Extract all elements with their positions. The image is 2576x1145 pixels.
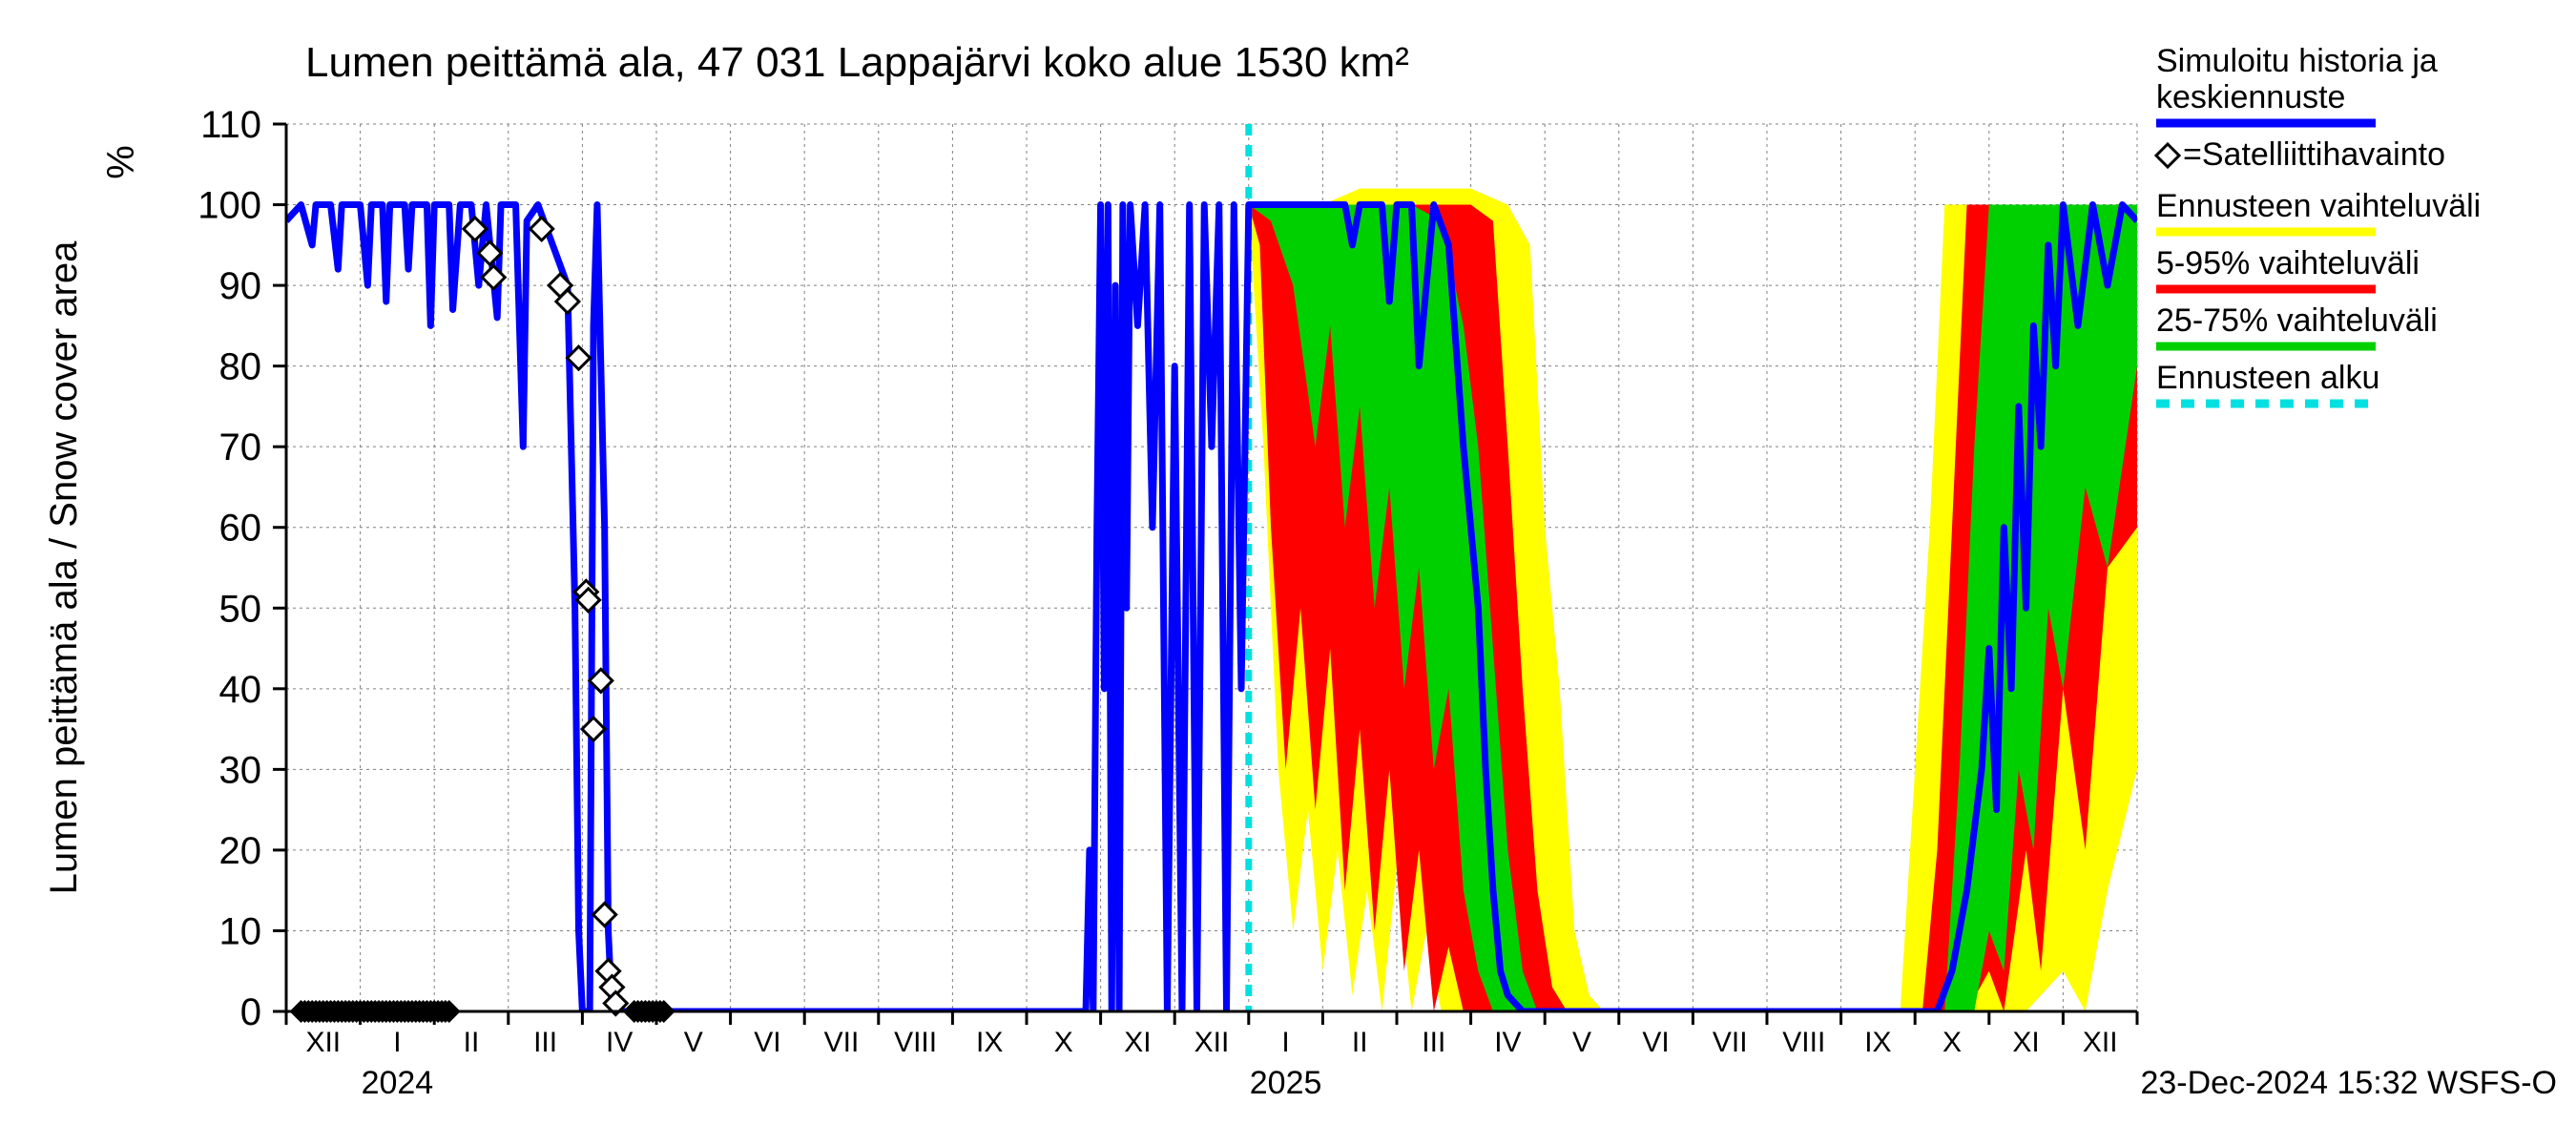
xtick-label: V xyxy=(684,1027,703,1058)
ytick-label: 100 xyxy=(197,185,261,227)
xtick-label: V xyxy=(1572,1027,1591,1058)
legend-label: Ennusteen vaihteluväli xyxy=(2156,188,2481,224)
chart-title: Lumen peittämä ala, 47 031 Lappajärvi ko… xyxy=(305,39,1409,86)
ytick-label: 20 xyxy=(219,830,262,872)
timestamp: 23-Dec-2024 15:32 WSFS-O xyxy=(2140,1065,2557,1101)
xtick-label: I xyxy=(1281,1027,1289,1058)
chart-svg: 0102030405060708090100110XIIIIIIIIIVVVIV… xyxy=(0,0,2576,1145)
xtick-label: XII xyxy=(1195,1027,1230,1058)
xtick-label: VIII xyxy=(1782,1027,1825,1058)
xtick-label: X xyxy=(1942,1027,1962,1058)
ytick-label: 60 xyxy=(219,508,262,550)
legend-label: 25-75% vaihteluväli xyxy=(2156,302,2438,339)
y-axis-unit: % xyxy=(100,145,142,179)
xtick-label: IV xyxy=(606,1027,633,1058)
xtick-label: IX xyxy=(976,1027,1003,1058)
legend-label: keskiennuste xyxy=(2156,79,2345,115)
ytick-label: 30 xyxy=(219,749,262,791)
xtick-label: IX xyxy=(1864,1027,1891,1058)
xtick-label: II xyxy=(464,1027,480,1058)
xtick-label: XII xyxy=(2083,1027,2118,1058)
xtick-label: XI xyxy=(2012,1027,2039,1058)
xtick-label: XI xyxy=(1124,1027,1151,1058)
ytick-label: 0 xyxy=(240,991,261,1033)
xtick-label: VI xyxy=(1642,1027,1669,1058)
legend-label: =Satelliittihavainto xyxy=(2183,136,2445,173)
ytick-label: 80 xyxy=(219,346,262,388)
xtick-label: VII xyxy=(1713,1027,1748,1058)
xtick-label: VII xyxy=(824,1027,860,1058)
xtick-label: III xyxy=(1422,1027,1445,1058)
ytick-label: 40 xyxy=(219,669,262,711)
xtick-label: VIII xyxy=(894,1027,937,1058)
chart-container: 0102030405060708090100110XIIIIIIIIIVVVIV… xyxy=(0,0,2576,1145)
legend-label: Ennusteen alku xyxy=(2156,360,2379,396)
xtick-label: I xyxy=(393,1027,401,1058)
ytick-label: 110 xyxy=(200,104,261,146)
xtick-label: III xyxy=(533,1027,557,1058)
year-label: 2025 xyxy=(1250,1065,1322,1101)
ytick-label: 50 xyxy=(219,588,262,630)
legend-label: 5-95% vaihteluväli xyxy=(2156,245,2420,281)
y-axis-label: Lumen peittämä ala / Snow cover area xyxy=(43,240,85,895)
xtick-label: VI xyxy=(754,1027,780,1058)
xtick-label: X xyxy=(1054,1027,1073,1058)
xtick-label: II xyxy=(1352,1027,1368,1058)
xtick-label: IV xyxy=(1494,1027,1521,1058)
xtick-label: XII xyxy=(305,1027,341,1058)
year-label: 2024 xyxy=(362,1065,434,1101)
legend-label: Simuloitu historia ja xyxy=(2156,43,2438,79)
ytick-label: 10 xyxy=(219,910,262,952)
ytick-label: 90 xyxy=(219,265,262,307)
ytick-label: 70 xyxy=(219,427,262,468)
